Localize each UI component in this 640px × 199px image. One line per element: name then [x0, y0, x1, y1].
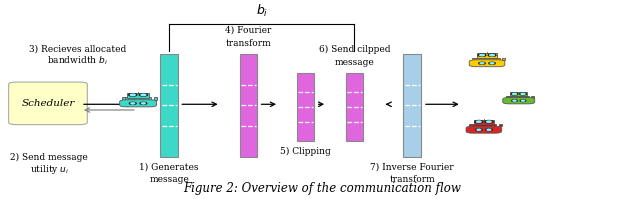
Bar	[477, 53, 497, 58]
Bar	[502, 58, 506, 60]
Circle shape	[490, 55, 494, 56]
Circle shape	[490, 63, 494, 64]
Text: utility $u_i$: utility $u_i$	[29, 163, 68, 176]
Circle shape	[140, 102, 147, 104]
FancyBboxPatch shape	[469, 60, 505, 67]
Circle shape	[479, 62, 485, 64]
Bar	[239, 54, 257, 157]
Bar	[125, 97, 151, 102]
Circle shape	[520, 93, 526, 95]
Text: 4) Fourier: 4) Fourier	[225, 26, 271, 35]
Circle shape	[476, 129, 482, 131]
Circle shape	[141, 103, 145, 104]
Text: message: message	[335, 58, 374, 67]
Circle shape	[475, 121, 483, 123]
Circle shape	[131, 103, 134, 104]
Circle shape	[489, 62, 495, 64]
Circle shape	[522, 100, 525, 101]
Bar	[508, 96, 529, 100]
Bar	[474, 120, 494, 124]
Text: Figure 2: Overview of the communication flow: Figure 2: Overview of the communication …	[183, 181, 461, 194]
Circle shape	[480, 63, 484, 64]
Bar	[471, 124, 497, 129]
Bar	[531, 96, 534, 98]
Circle shape	[477, 129, 481, 130]
Circle shape	[512, 100, 517, 101]
Bar	[510, 92, 527, 96]
FancyBboxPatch shape	[120, 100, 157, 107]
Bar	[127, 93, 149, 98]
Text: $b_i$: $b_i$	[255, 3, 268, 19]
Circle shape	[521, 93, 525, 95]
Circle shape	[141, 94, 146, 96]
FancyBboxPatch shape	[503, 98, 535, 104]
Text: 5) Clipping: 5) Clipping	[280, 147, 331, 156]
Bar	[474, 58, 500, 62]
Bar	[469, 124, 472, 127]
Text: 6) Send cilpped: 6) Send cilpped	[319, 44, 390, 54]
Text: bandwidth $b_i$: bandwidth $b_i$	[47, 55, 108, 67]
Circle shape	[480, 55, 484, 56]
Text: 1) Generates: 1) Generates	[140, 162, 199, 171]
FancyBboxPatch shape	[466, 126, 502, 133]
Text: transform: transform	[389, 175, 435, 184]
Circle shape	[486, 129, 492, 131]
Bar	[506, 96, 509, 98]
Circle shape	[488, 54, 496, 56]
Text: 7) Inverse Fourier: 7) Inverse Fourier	[371, 162, 454, 171]
Bar	[403, 54, 421, 157]
Circle shape	[520, 100, 525, 101]
Bar	[499, 124, 502, 127]
Circle shape	[513, 100, 516, 101]
Circle shape	[513, 93, 516, 95]
Circle shape	[486, 121, 491, 122]
Circle shape	[485, 121, 493, 123]
Text: Scheduler: Scheduler	[21, 99, 75, 108]
Bar	[297, 73, 314, 141]
Bar	[472, 58, 476, 60]
FancyBboxPatch shape	[9, 82, 87, 125]
Circle shape	[477, 121, 481, 122]
Bar	[346, 73, 364, 141]
Bar	[122, 97, 126, 100]
Text: transform: transform	[226, 39, 271, 48]
Bar	[160, 54, 178, 157]
Circle shape	[487, 129, 491, 130]
Circle shape	[129, 102, 136, 104]
Text: message: message	[149, 175, 189, 184]
Circle shape	[478, 54, 486, 56]
Text: 2) Send message: 2) Send message	[10, 153, 88, 162]
Circle shape	[140, 94, 147, 96]
Text: 3) Recieves allocated: 3) Recieves allocated	[29, 45, 127, 54]
Circle shape	[129, 94, 137, 96]
Circle shape	[131, 94, 135, 96]
Bar	[154, 97, 157, 100]
Circle shape	[511, 93, 518, 95]
